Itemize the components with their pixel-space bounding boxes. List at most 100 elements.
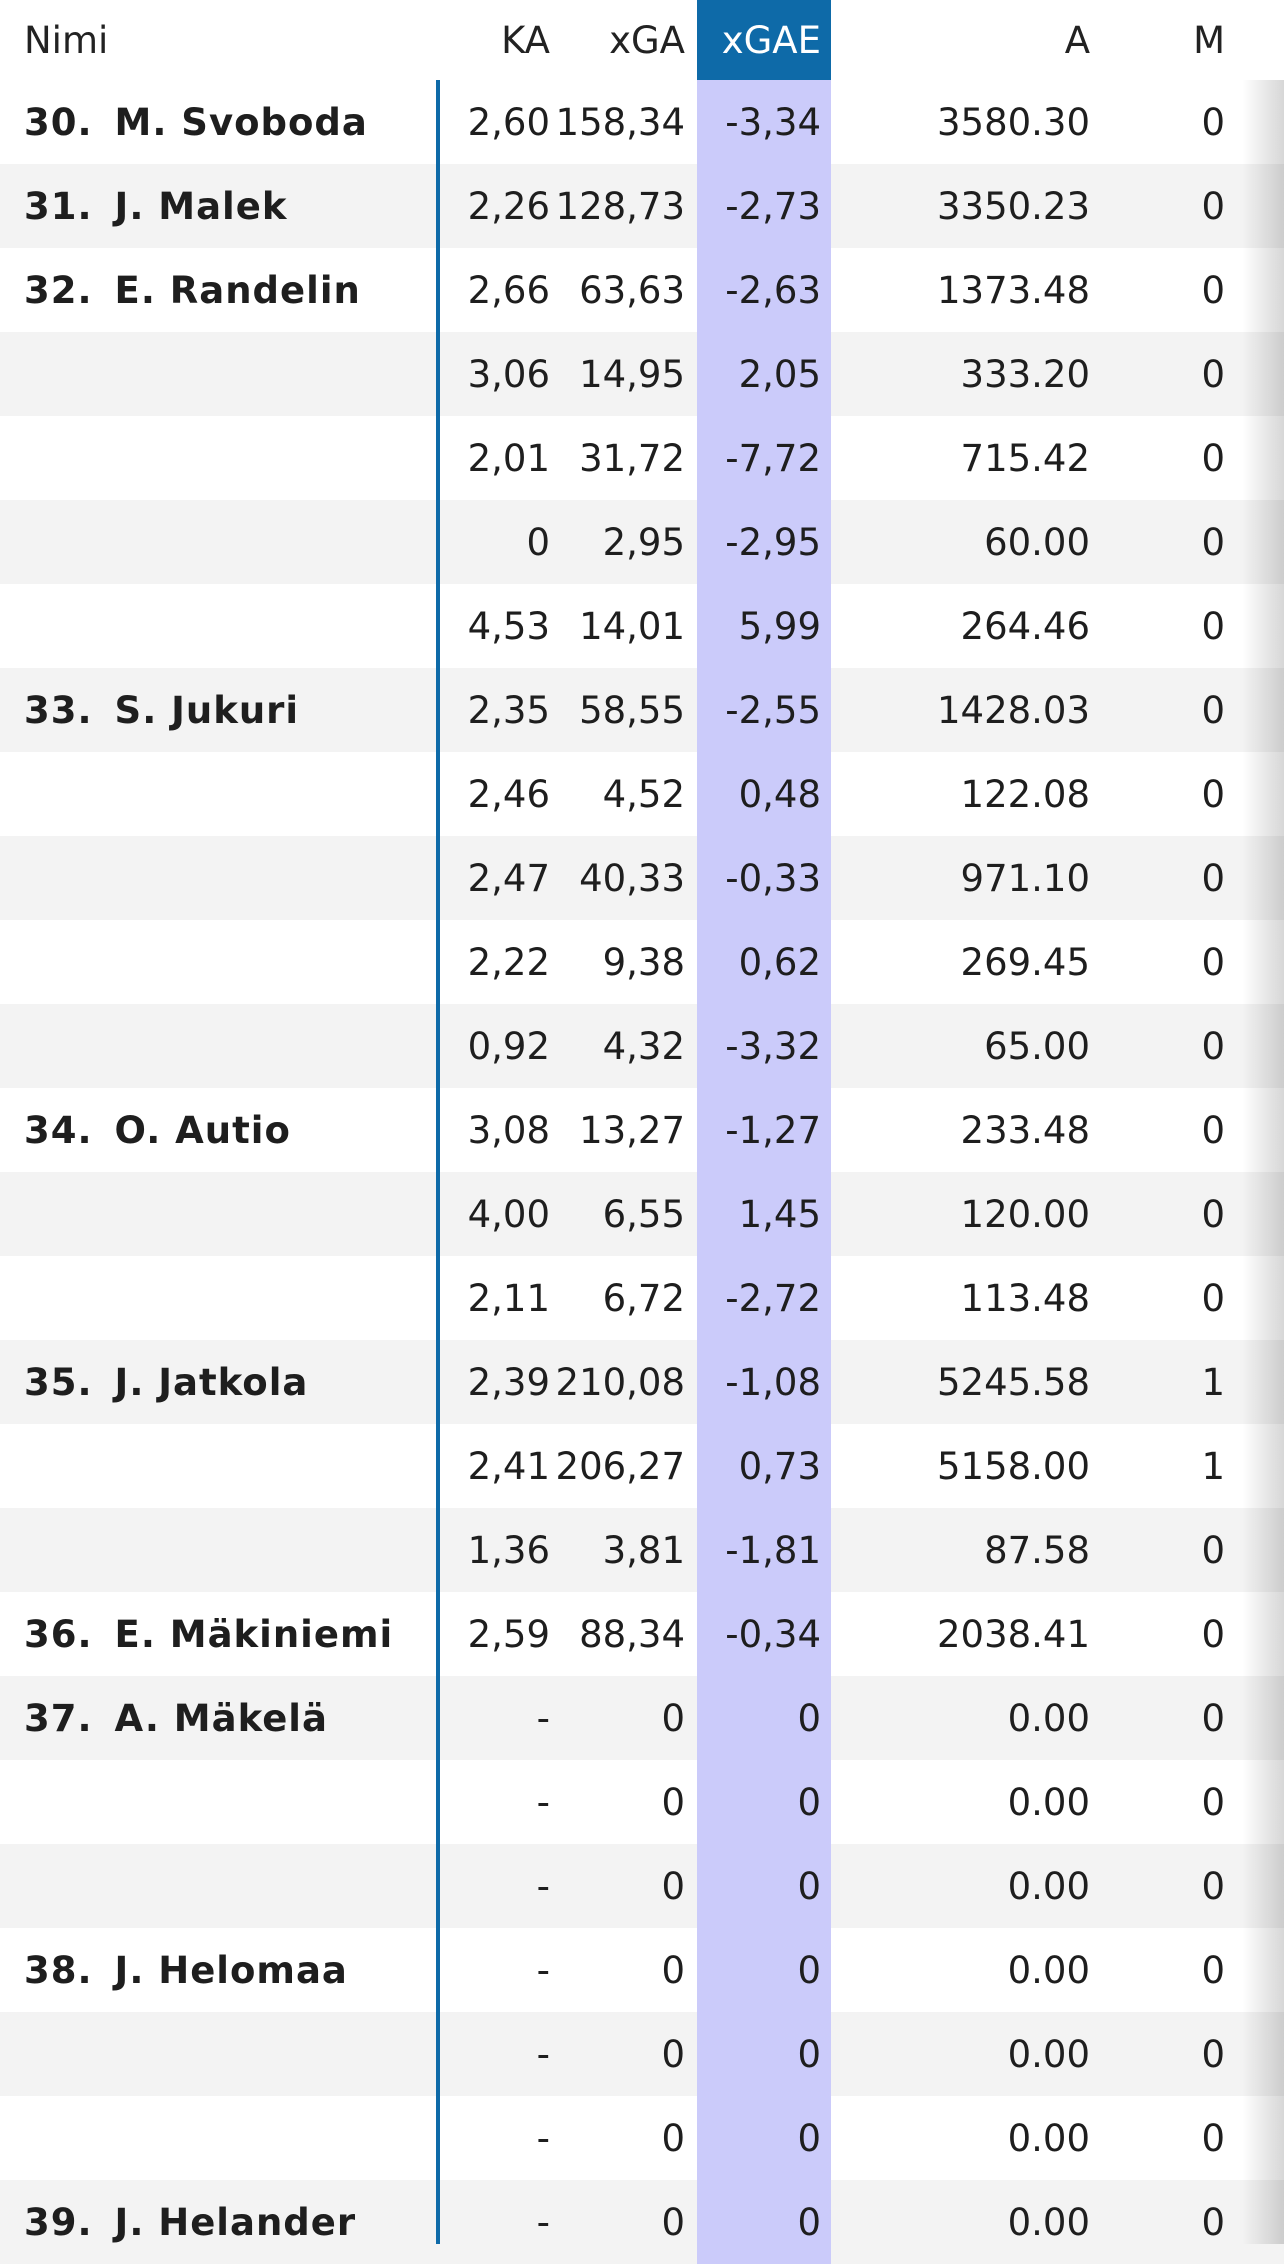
player-name-cell[interactable] — [24, 836, 424, 920]
table-row[interactable]: 30. M. Svoboda 2,60 158,34 -3,34 3580.30 0 — [0, 80, 1284, 164]
table-row[interactable]: 2,01 31,72 -7,72 715.42 0 — [0, 416, 1284, 500]
player-name-cell[interactable] — [24, 2012, 424, 2096]
player-name[interactable]: M. Svoboda — [114, 100, 368, 144]
xga-cell: 88,34 — [579, 1612, 685, 1656]
ka-cell: 2,26 — [467, 184, 550, 228]
player-name-cell[interactable] — [24, 1256, 424, 1340]
table-row[interactable]: 1,36 3,81 -1,81 87.58 0 — [0, 1508, 1284, 1592]
player-name-cell[interactable] — [24, 1424, 424, 1508]
player-name-cell[interactable]: 32. E. Randelin — [24, 248, 424, 332]
player-name-cell[interactable] — [24, 752, 424, 836]
ka-cell: 3,08 — [467, 1108, 550, 1152]
ka-cell: 1,36 — [467, 1528, 550, 1572]
table-row[interactable]: 37. A. Mäkelä -0 0 0.00 0 — [0, 1676, 1284, 1760]
ka-cell: - — [536, 2116, 550, 2160]
player-name-cell[interactable]: 36. E. Mäkiniemi — [24, 1592, 424, 1676]
header-name[interactable]: Nimi — [24, 18, 109, 62]
player-name[interactable]: J. Jatkola — [114, 1360, 309, 1404]
ka-cell: - — [536, 1696, 550, 1740]
ka-cell: 0,92 — [467, 1024, 550, 1068]
player-name[interactable]: J. Malek — [114, 184, 288, 228]
table-row[interactable]: 2,41 206,27 0,73 5158.00 1 — [0, 1424, 1284, 1508]
player-name[interactable]: O. Autio — [114, 1108, 291, 1152]
xgae-cell: -3,32 — [697, 1004, 831, 1088]
xga-cell: 0 — [661, 1864, 685, 1908]
player-name-cell[interactable]: 35. J. Jatkola — [24, 1340, 424, 1424]
player-name-cell[interactable]: 34. O. Autio — [24, 1088, 424, 1172]
table-row[interactable]: 2,11 6,72 -2,72 113.48 0 — [0, 1256, 1284, 1340]
table-row[interactable]: -0 0 0.00 0 — [0, 2096, 1284, 2180]
player-name-cell[interactable] — [24, 1508, 424, 1592]
table-row[interactable]: 38. J. Helomaa -0 0 0.00 0 — [0, 1928, 1284, 2012]
player-name-cell[interactable] — [24, 332, 424, 416]
table-row[interactable]: 39. J. Helander -0 0 0.00 0 — [0, 2180, 1284, 2264]
header-m[interactable]: M — [1193, 18, 1225, 62]
table-row[interactable]: 4,53 14,01 5,99 264.46 0 — [0, 584, 1284, 668]
player-name[interactable]: E. Randelin — [114, 268, 361, 312]
xgae-cell: -1,08 — [697, 1340, 831, 1424]
player-name[interactable]: J. Helander — [114, 2200, 357, 2244]
table-row[interactable]: -0 0 0.00 0 — [0, 1760, 1284, 1844]
table-row[interactable]: 2,46 4,52 0,48 122.08 0 — [0, 752, 1284, 836]
player-name[interactable]: E. Mäkiniemi — [114, 1612, 394, 1656]
m-cell: 0 — [1201, 1192, 1225, 1236]
table-row[interactable]: 35. J. Jatkola 2,39 210,08 -1,08 5245.58 1 — [0, 1340, 1284, 1424]
table-row[interactable]: 4,00 6,55 1,45 120.00 0 — [0, 1172, 1284, 1256]
player-name[interactable]: J. Helomaa — [114, 1948, 348, 1992]
player-name-cell[interactable] — [24, 584, 424, 668]
ka-cell: 4,00 — [467, 1192, 550, 1236]
a-cell: 715.42 — [960, 436, 1090, 480]
xga-cell: 0 — [661, 1696, 685, 1740]
table-row[interactable]: -0 0 0.00 0 — [0, 2012, 1284, 2096]
ka-cell: 2,46 — [467, 772, 550, 816]
header-ka[interactable]: KA — [501, 18, 550, 62]
table-row[interactable]: 2,22 9,38 0,62 269.45 0 — [0, 920, 1284, 1004]
a-cell: 1428.03 — [936, 688, 1090, 732]
ka-cell: - — [536, 1864, 550, 1908]
player-name-cell[interactable] — [24, 2096, 424, 2180]
table-row[interactable]: 2,47 40,33 -0,33 971.10 0 — [0, 836, 1284, 920]
table-row[interactable]: -0 0 0.00 0 — [0, 1844, 1284, 1928]
player-name-cell[interactable] — [24, 500, 424, 584]
player-name-cell[interactable] — [24, 1172, 424, 1256]
player-rank: 36. — [24, 1612, 93, 1656]
a-cell: 0.00 — [1007, 1696, 1090, 1740]
table-row[interactable]: 0 2,95 -2,95 60.00 0 — [0, 500, 1284, 584]
table-row[interactable]: 36. E. Mäkiniemi 2,59 88,34 -0,34 2038.41 0 — [0, 1592, 1284, 1676]
xga-cell: 6,72 — [602, 1276, 685, 1320]
player-name-cell[interactable]: 33. S. Jukuri — [24, 668, 424, 752]
xga-cell: 0 — [661, 2032, 685, 2076]
xgae-cell: 0,62 — [697, 920, 831, 1004]
xga-cell: 158,34 — [555, 100, 685, 144]
table-row[interactable]: 32. E. Randelin 2,66 63,63 -2,63 1373.48 0 — [0, 248, 1284, 332]
header-a[interactable]: A — [1064, 18, 1090, 62]
player-name-cell[interactable] — [24, 1004, 424, 1088]
xgae-cell: -2,63 — [697, 248, 831, 332]
player-rank: 33. — [24, 688, 93, 732]
table-row[interactable]: 33. S. Jukuri 2,35 58,55 -2,55 1428.03 0 — [0, 668, 1284, 752]
table-row[interactable]: 3,06 14,95 2,05 333.20 0 — [0, 332, 1284, 416]
xga-cell: 3,81 — [602, 1528, 685, 1572]
player-name-cell[interactable]: 38. J. Helomaa — [24, 1928, 424, 2012]
frozen-column-divider — [436, 80, 440, 2244]
table-row[interactable]: 34. O. Autio 3,08 13,27 -1,27 233.48 0 — [0, 1088, 1284, 1172]
header-xgae-sorted[interactable]: xGAE — [697, 0, 831, 80]
header-xga[interactable]: xGA — [609, 18, 685, 62]
player-name-cell[interactable]: 30. M. Svoboda — [24, 80, 424, 164]
player-name-cell[interactable] — [24, 416, 424, 500]
player-name-cell[interactable]: 39. J. Helander — [24, 2180, 424, 2264]
player-name-cell[interactable] — [24, 920, 424, 1004]
table-row[interactable]: 31. J. Malek 2,26 128,73 -2,73 3350.23 0 — [0, 164, 1284, 248]
a-cell: 333.20 — [960, 352, 1090, 396]
a-cell: 65.00 — [984, 1024, 1090, 1068]
m-cell: 0 — [1201, 604, 1225, 648]
player-name-cell[interactable]: 31. J. Malek — [24, 164, 424, 248]
table-row[interactable]: 0,92 4,32 -3,32 65.00 0 — [0, 1004, 1284, 1088]
player-name-cell[interactable] — [24, 1760, 424, 1844]
player-name-cell[interactable] — [24, 1844, 424, 1928]
a-cell: 3580.30 — [936, 100, 1090, 144]
ka-cell: 2,01 — [467, 436, 550, 480]
player-name[interactable]: S. Jukuri — [114, 688, 300, 732]
player-name[interactable]: A. Mäkelä — [114, 1696, 328, 1740]
player-name-cell[interactable]: 37. A. Mäkelä — [24, 1676, 424, 1760]
